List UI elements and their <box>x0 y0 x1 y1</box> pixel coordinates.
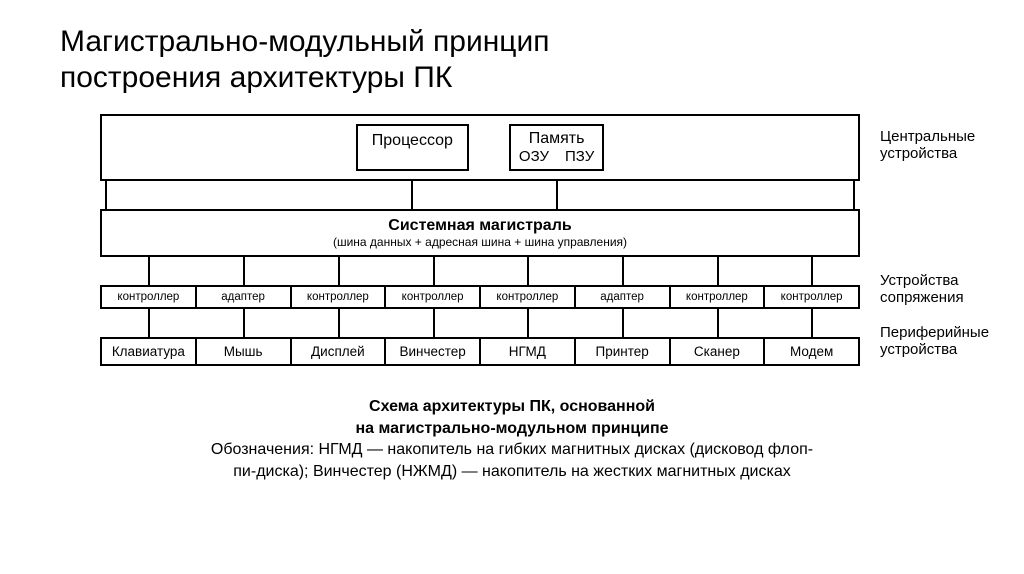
memory-box: Память ОЗУ ПЗУ <box>509 124 604 171</box>
caption-title-2: на магистрально-модульном принципе <box>140 418 884 440</box>
caption-legend-1: Обозначения: НГМД — накопитель на гибких… <box>140 439 884 461</box>
caption-legend-2: пи-диска); Винчестер (НЖМД) — накопитель… <box>140 461 884 483</box>
rom-label: ПЗУ <box>565 148 594 165</box>
page-title: Магистрально-модульный принцип построени… <box>60 24 964 96</box>
bus-subtitle: (шина данных + адресная шина + шина упра… <box>106 235 854 249</box>
peripheral-cell: Модем <box>765 339 858 364</box>
side-label-controllers: Устройства сопряжения <box>880 272 964 307</box>
peripheral-cell: Винчестер <box>386 339 481 364</box>
controller-cell: контроллер <box>102 287 197 307</box>
side-label-central: Центральные устройства <box>880 128 975 163</box>
title-line-1: Магистрально-модульный принцип <box>60 25 550 58</box>
controller-cell: контроллер <box>765 287 858 307</box>
side-label-central-1: Центральные <box>880 128 975 145</box>
controller-cell: адаптер <box>576 287 671 307</box>
controllers-row: контроллер адаптер контроллер контроллер… <box>100 285 860 309</box>
peripheral-cell: Сканер <box>671 339 766 364</box>
peripheral-cell: НГМД <box>481 339 576 364</box>
peripheral-cell: Принтер <box>576 339 671 364</box>
peripherals-row: Клавиатура Мышь Дисплей Винчестер НГМД П… <box>100 337 860 366</box>
peripheral-cell: Клавиатура <box>102 339 197 364</box>
cpu-box: Процессор <box>356 124 469 171</box>
architecture-diagram: Процессор Память ОЗУ ПЗУ Центральные уст… <box>100 114 860 366</box>
caption-title-1: Схема архитектуры ПК, основанной <box>140 396 884 418</box>
side-label-ctrl-2: сопряжения <box>880 289 964 306</box>
central-devices-row: Процессор Память ОЗУ ПЗУ <box>100 114 860 181</box>
side-label-ctrl-1: Устройства <box>880 272 958 289</box>
controller-cell: контроллер <box>292 287 387 307</box>
title-line-2: построения архитектуры ПК <box>60 61 452 94</box>
caption-block: Схема архитектуры ПК, основанной на маги… <box>60 396 964 482</box>
ram-label: ОЗУ <box>519 148 549 165</box>
side-label-central-2: устройства <box>880 145 957 162</box>
side-label-periph-2: устройства <box>880 341 957 358</box>
controller-cell: контроллер <box>386 287 481 307</box>
memory-title: Память <box>519 130 594 148</box>
side-label-periph-1: Периферийные <box>880 324 989 341</box>
peripheral-cell: Мышь <box>197 339 292 364</box>
peripheral-cell: Дисплей <box>292 339 387 364</box>
controller-cell: контроллер <box>671 287 766 307</box>
side-label-peripherals: Периферийные устройства <box>880 324 989 359</box>
controller-cell: адаптер <box>197 287 292 307</box>
bus-title: Системная магистраль <box>106 217 854 235</box>
controller-cell: контроллер <box>481 287 576 307</box>
system-bus-row: Системная магистраль (шина данных + адре… <box>100 209 860 257</box>
memory-sub: ОЗУ ПЗУ <box>519 148 594 165</box>
